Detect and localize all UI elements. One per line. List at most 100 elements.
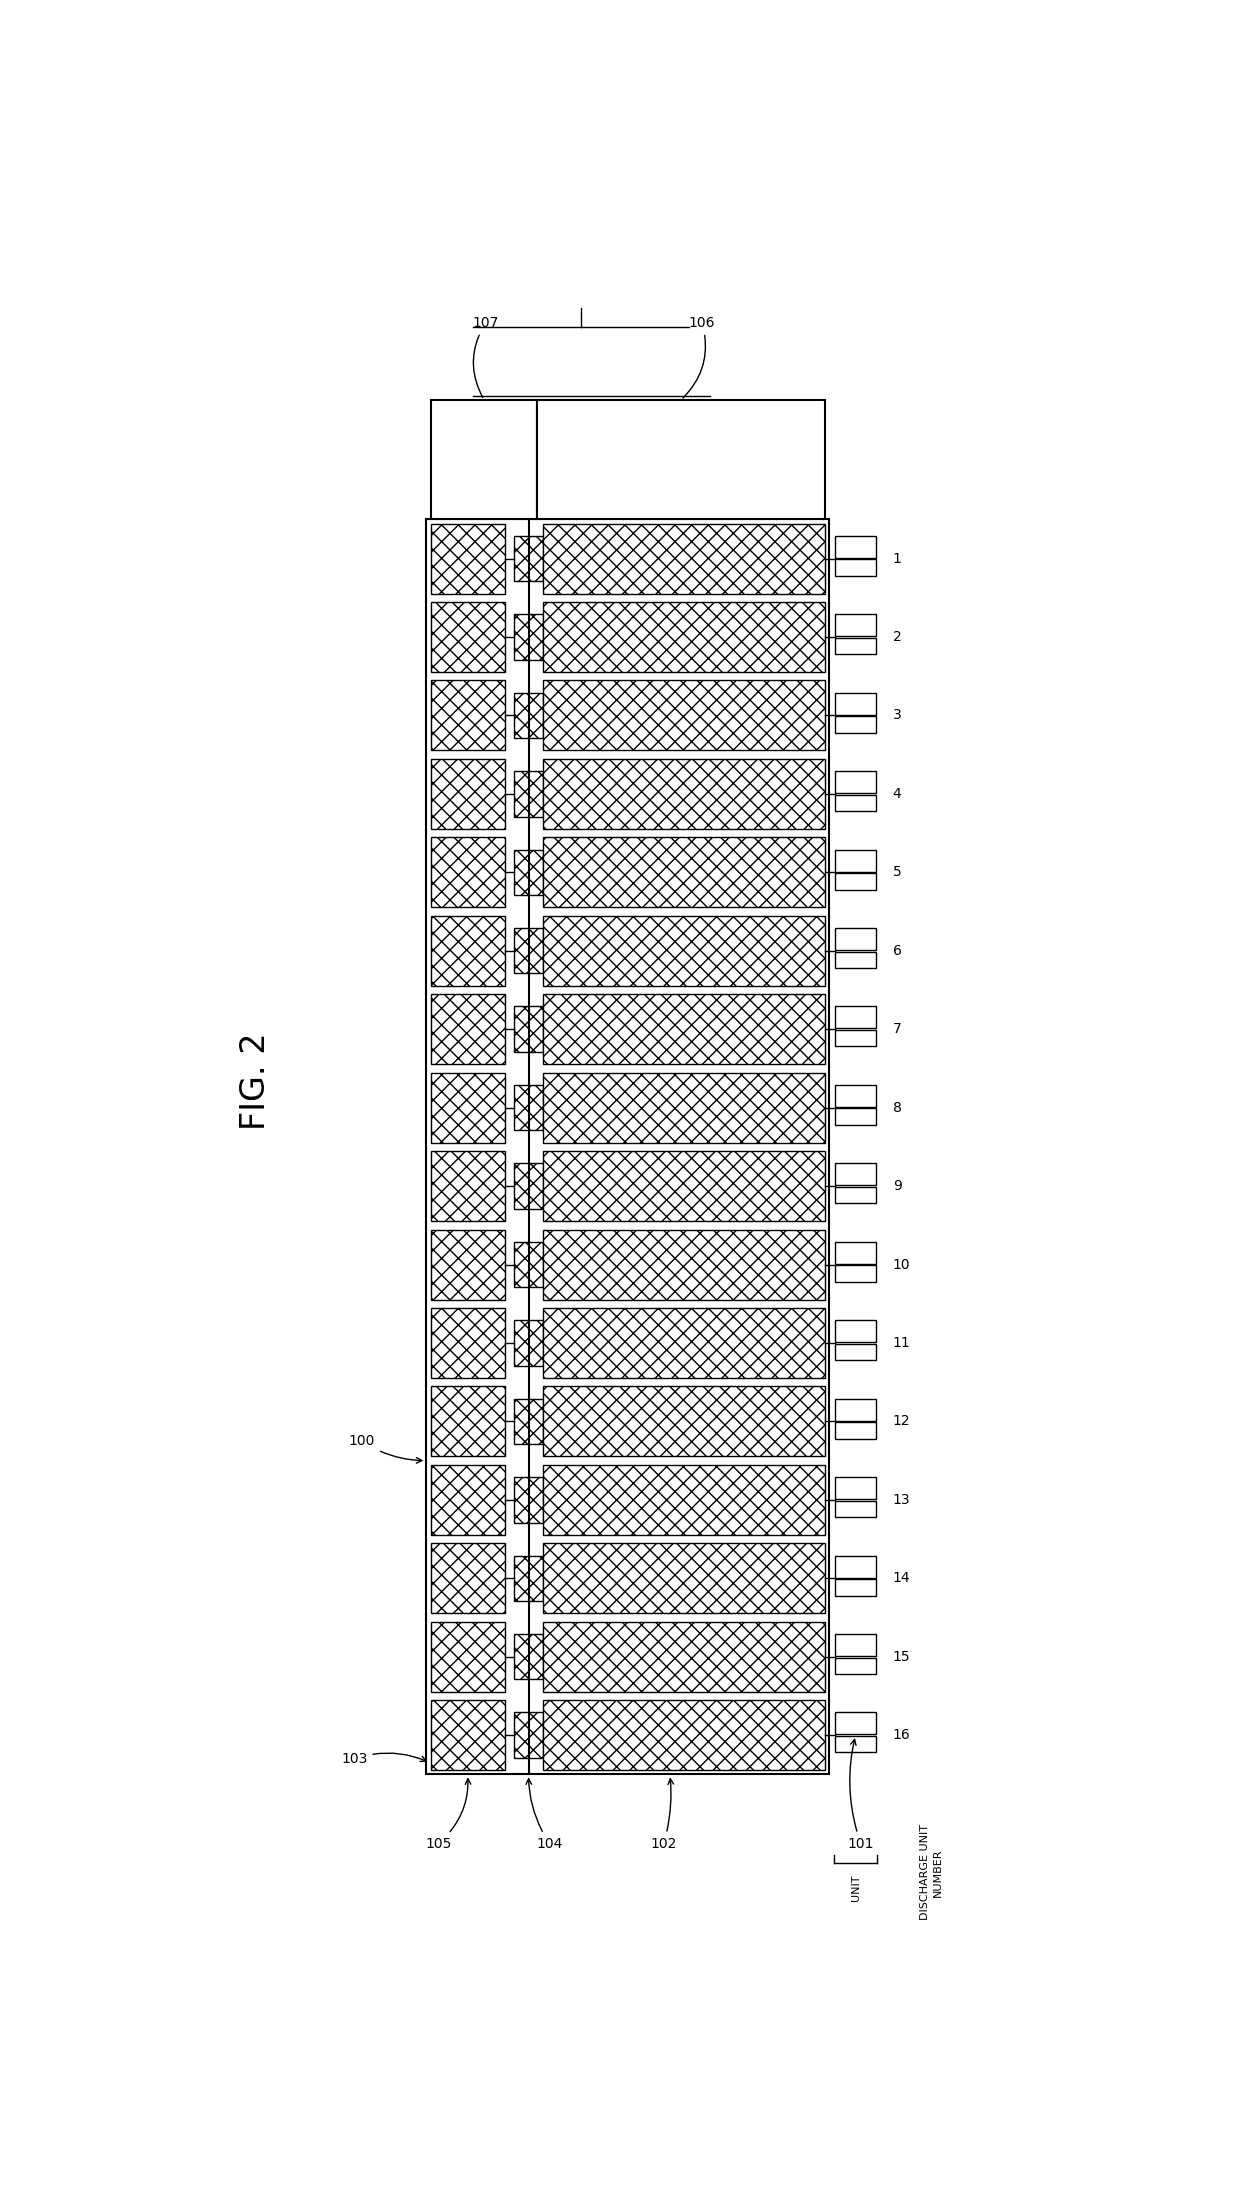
- Text: 4: 4: [893, 787, 901, 800]
- Text: 11: 11: [893, 1337, 910, 1350]
- Bar: [543, 758, 825, 829]
- Bar: [543, 1543, 825, 1613]
- Bar: [836, 1556, 875, 1578]
- Text: 16: 16: [893, 1728, 910, 1741]
- Text: 107: 107: [472, 316, 498, 398]
- Bar: [836, 1423, 875, 1439]
- Bar: [836, 1319, 875, 1341]
- Bar: [513, 1085, 543, 1129]
- Bar: [543, 994, 825, 1065]
- Bar: [836, 1006, 875, 1028]
- Bar: [543, 1699, 825, 1770]
- Bar: [836, 1162, 875, 1185]
- Bar: [836, 1399, 875, 1421]
- Bar: [836, 928, 875, 950]
- Bar: [432, 838, 505, 908]
- Bar: [432, 758, 505, 829]
- Bar: [432, 524, 505, 594]
- Bar: [513, 928, 543, 972]
- Text: 106: 106: [683, 316, 715, 398]
- Bar: [432, 681, 505, 751]
- Bar: [836, 849, 875, 871]
- Bar: [432, 1465, 505, 1534]
- Text: 14: 14: [893, 1571, 910, 1585]
- Bar: [432, 1699, 505, 1770]
- Bar: [836, 1580, 875, 1596]
- Bar: [836, 1735, 875, 1753]
- Bar: [432, 1543, 505, 1613]
- Text: 9: 9: [893, 1180, 901, 1193]
- Bar: [836, 1085, 875, 1107]
- Text: 100: 100: [348, 1434, 422, 1463]
- Bar: [432, 1386, 505, 1456]
- Text: 15: 15: [893, 1649, 910, 1664]
- Bar: [432, 994, 505, 1065]
- Bar: [836, 1476, 875, 1498]
- Bar: [836, 796, 875, 811]
- Bar: [836, 1187, 875, 1202]
- Bar: [836, 1344, 875, 1359]
- Bar: [543, 1072, 825, 1143]
- Bar: [836, 614, 875, 636]
- Bar: [432, 1622, 505, 1691]
- Bar: [543, 1465, 825, 1534]
- Bar: [432, 1072, 505, 1143]
- Bar: [543, 915, 825, 986]
- Bar: [513, 1633, 543, 1680]
- Bar: [836, 692, 875, 714]
- Bar: [836, 1242, 875, 1264]
- Bar: [513, 1476, 543, 1523]
- Bar: [513, 614, 543, 661]
- Bar: [543, 838, 825, 908]
- Text: 3: 3: [893, 709, 901, 723]
- Bar: [513, 535, 543, 581]
- Bar: [537, 400, 825, 519]
- Bar: [543, 1151, 825, 1222]
- Bar: [836, 559, 875, 577]
- Text: 101: 101: [848, 1739, 874, 1850]
- Bar: [836, 1109, 875, 1125]
- Bar: [543, 524, 825, 594]
- Text: 103: 103: [341, 1753, 427, 1766]
- Bar: [836, 1030, 875, 1045]
- Bar: [432, 400, 537, 519]
- Bar: [427, 519, 830, 1775]
- Text: 5: 5: [893, 866, 901, 880]
- Bar: [513, 1319, 543, 1366]
- Text: DISCHARGE UNIT
NUMBER: DISCHARGE UNIT NUMBER: [920, 1825, 944, 1920]
- Bar: [543, 1229, 825, 1299]
- Bar: [513, 692, 543, 738]
- Text: 102: 102: [651, 1779, 677, 1850]
- Bar: [432, 601, 505, 672]
- Text: 10: 10: [893, 1257, 910, 1271]
- Bar: [543, 1386, 825, 1456]
- Bar: [836, 873, 875, 891]
- Bar: [513, 849, 543, 895]
- Bar: [432, 915, 505, 986]
- Text: 12: 12: [893, 1414, 910, 1428]
- Bar: [836, 535, 875, 557]
- Text: 8: 8: [893, 1101, 901, 1114]
- Bar: [543, 1622, 825, 1691]
- Bar: [836, 1713, 875, 1735]
- Text: UNIT: UNIT: [851, 1874, 861, 1901]
- Bar: [432, 1151, 505, 1222]
- Bar: [513, 1242, 543, 1286]
- Text: 2: 2: [893, 630, 901, 643]
- Bar: [513, 1162, 543, 1209]
- Bar: [513, 771, 543, 818]
- Bar: [513, 1006, 543, 1052]
- Bar: [836, 716, 875, 734]
- Bar: [543, 601, 825, 672]
- Bar: [836, 771, 875, 793]
- Bar: [513, 1556, 543, 1600]
- Bar: [836, 953, 875, 968]
- Text: 7: 7: [893, 1023, 901, 1036]
- Bar: [543, 681, 825, 751]
- Bar: [836, 1266, 875, 1282]
- Text: 1: 1: [893, 552, 901, 566]
- Bar: [432, 1308, 505, 1379]
- Bar: [836, 1501, 875, 1516]
- Text: 13: 13: [893, 1492, 910, 1507]
- Bar: [513, 1713, 543, 1757]
